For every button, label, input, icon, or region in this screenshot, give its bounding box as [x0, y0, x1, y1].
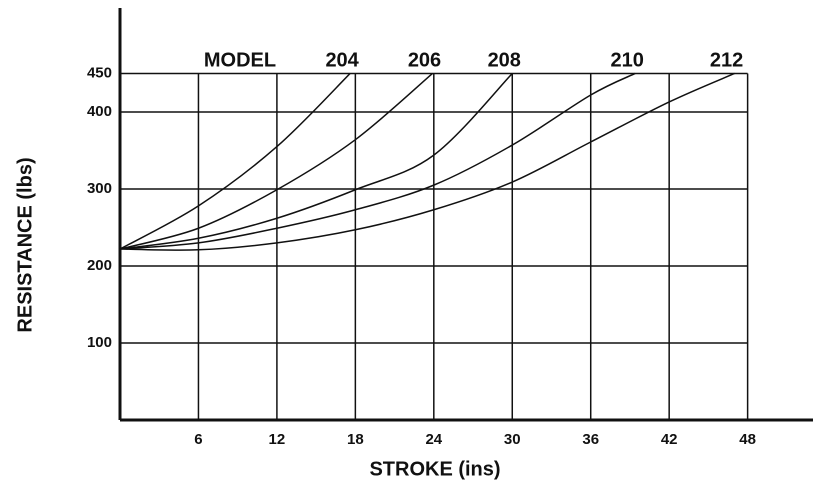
- y-tick-label: 400: [87, 103, 112, 120]
- series-label: 204: [325, 49, 359, 71]
- y-tick-label: 100: [87, 334, 112, 351]
- y-axis-label: RESISTANCE (lbs): [14, 157, 36, 332]
- series-label: 212: [710, 49, 743, 71]
- line-series: [119, 72, 433, 250]
- line-series: [119, 72, 351, 250]
- x-tick-label: 18: [347, 431, 364, 448]
- line-series: [119, 72, 513, 250]
- x-tick-label: 24: [425, 431, 442, 448]
- series-label: 208: [488, 49, 521, 71]
- x-tick-label: 36: [582, 431, 599, 448]
- series-label: 206: [408, 49, 441, 71]
- x-tick-label: 48: [739, 431, 756, 448]
- x-tick-label: 12: [269, 431, 286, 448]
- x-tick-label: 6: [194, 431, 202, 448]
- y-tick-label: 450: [87, 64, 112, 81]
- y-tick-label: 200: [87, 257, 112, 274]
- line-series: [119, 72, 636, 250]
- line-series: [119, 72, 735, 251]
- y-tick-label: 300: [87, 180, 112, 197]
- x-axis-label: STROKE (ins): [369, 458, 500, 480]
- annotation: MODEL: [204, 49, 276, 71]
- x-tick-label: 30: [504, 431, 521, 448]
- series-label: 210: [610, 49, 643, 71]
- x-tick-label: 42: [661, 431, 678, 448]
